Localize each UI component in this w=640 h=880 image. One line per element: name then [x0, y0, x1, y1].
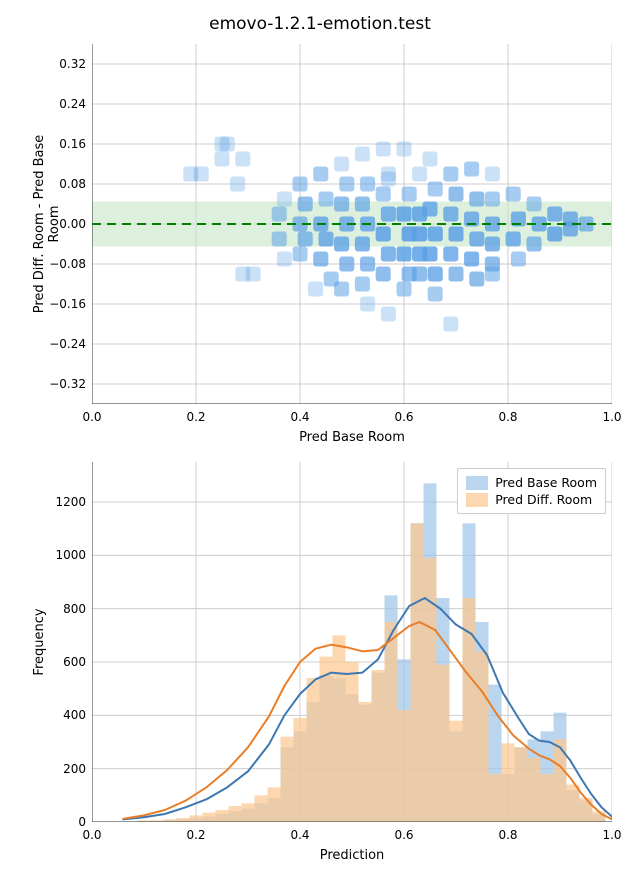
- ytick-label: 0.00: [40, 217, 86, 231]
- ytick-label: 0.24: [40, 97, 86, 111]
- x-axis-label: Pred Base Room: [92, 430, 612, 445]
- legend-swatch: [466, 493, 488, 507]
- xtick-label: 0.0: [82, 828, 101, 842]
- xtick-label: 0.2: [186, 410, 205, 424]
- xtick-label: 0.6: [394, 828, 413, 842]
- xtick-label: 1.0: [602, 410, 621, 424]
- scatter-panel: Pred Base Room Pred Diff. Room - Pred Ba…: [92, 44, 612, 404]
- xtick-label: 0.0: [82, 410, 101, 424]
- x-axis-label: Prediction: [92, 848, 612, 863]
- ytick-label: −0.08: [40, 257, 86, 271]
- ytick-label: 800: [40, 602, 86, 616]
- ytick-label: 0: [40, 815, 86, 829]
- ytick-label: 400: [40, 708, 86, 722]
- xtick-label: 0.8: [498, 410, 517, 424]
- scatter-plot: [92, 44, 612, 404]
- legend-item: Pred Base Room: [466, 475, 597, 490]
- xtick-label: 0.4: [290, 410, 309, 424]
- histogram-panel: Pred Base RoomPred Diff. Room Prediction…: [92, 462, 612, 822]
- histogram-plot: [92, 462, 612, 822]
- legend-label: Pred Diff. Room: [495, 492, 592, 507]
- ytick-label: 1000: [40, 548, 86, 562]
- ytick-label: 1200: [40, 495, 86, 509]
- xtick-label: 0.2: [186, 828, 205, 842]
- ytick-label: −0.32: [40, 377, 86, 391]
- legend-item: Pred Diff. Room: [466, 492, 597, 507]
- figure: emovo-1.2.1-emotion.test Pred Base Room …: [0, 0, 640, 880]
- ytick-label: 0.08: [40, 177, 86, 191]
- legend-swatch: [466, 476, 488, 490]
- xtick-label: 0.8: [498, 828, 517, 842]
- ytick-label: −0.24: [40, 337, 86, 351]
- xtick-label: 0.6: [394, 410, 413, 424]
- legend: Pred Base Room Pred Diff. Room: [457, 468, 606, 514]
- ytick-label: 0.16: [40, 137, 86, 151]
- xtick-label: 1.0: [602, 828, 621, 842]
- ytick-label: 0.32: [40, 57, 86, 71]
- ytick-label: −0.16: [40, 297, 86, 311]
- legend-label: Pred Base Room: [495, 475, 597, 490]
- ytick-label: 600: [40, 655, 86, 669]
- figure-title: emovo-1.2.1-emotion.test: [0, 14, 640, 34]
- ytick-label: 200: [40, 762, 86, 776]
- xtick-label: 0.4: [290, 828, 309, 842]
